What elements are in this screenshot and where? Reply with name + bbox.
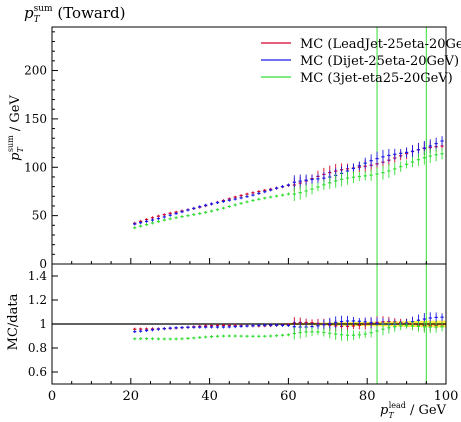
x-tick-label-5: 100 xyxy=(434,389,459,404)
legend: MC (LeadJet-25eta-20GeV) MC (Dijet-25eta… xyxy=(261,37,461,86)
main-y-tick-label-2: 100 xyxy=(24,160,47,174)
x-tick-label-2: 40 xyxy=(201,389,218,404)
chart-title: pTsum (Toward) xyxy=(24,4,125,25)
main-y-tick-label-1: 50 xyxy=(32,209,47,223)
tick-labels: 0 20 40 60 80 100 0 50 100 150 200 0.6 0.8 1 1.2 1.4 xyxy=(24,64,458,404)
ratio-y-tick-label-3: 1.2 xyxy=(28,293,47,307)
series-group xyxy=(133,136,444,230)
ratio-y-tick-label-4: 1.4 xyxy=(28,269,47,283)
legend-label-2: MC (3jet-eta25-20GeV) xyxy=(300,71,453,86)
legend-item-1: MC (Dijet-25eta-20GeV) xyxy=(261,54,459,69)
legend-label-0: MC (LeadJet-25eta-20GeV) xyxy=(300,37,461,52)
x-tick-label-4: 80 xyxy=(359,389,376,404)
x-tick-label-1: 20 xyxy=(123,389,140,404)
main-y-tick-label-4: 200 xyxy=(24,64,47,78)
main-y-tick-label-0: 0 xyxy=(39,257,47,271)
axis-ticks xyxy=(51,31,447,384)
legend-item-0: MC (LeadJet-25eta-20GeV) xyxy=(261,37,461,52)
ratio-y-tick-label-2: 1 xyxy=(39,317,47,331)
ratio-y-tick-label-0: 0.6 xyxy=(28,365,47,379)
x-axis-label: pTlead / GeV xyxy=(380,401,447,420)
ratio-series-group xyxy=(133,312,444,341)
x-tick-label-0: 0 xyxy=(48,389,56,404)
ratio-y-tick-label-1: 0.8 xyxy=(28,341,47,355)
y-axis-label: pTsum / GeV xyxy=(6,95,25,161)
main-y-tick-label-3: 150 xyxy=(24,112,47,126)
ratio-y-axis-label: MC/data xyxy=(6,293,21,350)
legend-item-2: MC (3jet-eta25-20GeV) xyxy=(261,71,453,86)
x-tick-label-3: 60 xyxy=(280,389,297,404)
legend-label-1: MC (Dijet-25eta-20GeV) xyxy=(300,54,459,69)
